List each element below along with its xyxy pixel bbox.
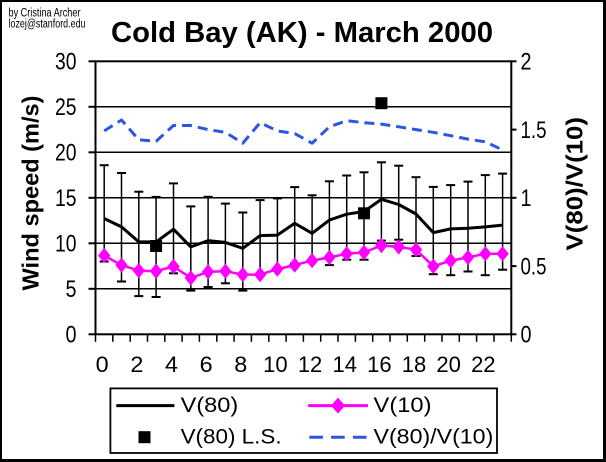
svg-text:V(10): V(10)	[374, 394, 432, 417]
svg-text:6: 6	[200, 352, 213, 377]
svg-text:1: 1	[521, 185, 532, 212]
svg-text:Cold Bay (AK) - March 2000: Cold Bay (AK) - March 2000	[111, 17, 493, 49]
svg-text:20: 20	[55, 140, 77, 167]
svg-text:4: 4	[165, 352, 178, 377]
svg-text:18: 18	[402, 352, 427, 377]
svg-text:25: 25	[55, 94, 77, 121]
svg-text:8: 8	[234, 352, 247, 377]
svg-text:5: 5	[66, 276, 77, 303]
svg-text:V(80) L.S.: V(80) L.S.	[181, 425, 282, 448]
svg-text:12: 12	[298, 352, 323, 377]
svg-text:10: 10	[55, 231, 77, 258]
svg-text:20: 20	[436, 352, 461, 377]
svg-text:1.5: 1.5	[521, 117, 547, 144]
svg-text:2: 2	[130, 352, 143, 377]
svg-text:15: 15	[55, 185, 77, 212]
svg-text:V(80)/V(10): V(80)/V(10)	[561, 117, 587, 251]
svg-text:V(80)/V(10): V(80)/V(10)	[374, 425, 494, 448]
svg-text:14: 14	[332, 352, 357, 377]
svg-text:0: 0	[96, 352, 109, 377]
svg-text:V(80): V(80)	[181, 394, 239, 417]
svg-text:lozej@stanford.edu: lozej@stanford.edu	[9, 19, 86, 31]
svg-text:Wind speed (m/s): Wind speed (m/s)	[18, 95, 44, 290]
svg-text:0.5: 0.5	[521, 253, 547, 280]
svg-text:2: 2	[521, 49, 532, 76]
svg-text:0: 0	[521, 322, 532, 349]
svg-text:10: 10	[263, 352, 288, 377]
svg-text:0: 0	[66, 322, 77, 349]
svg-text:by Cristina Archer: by Cristina Archer	[9, 7, 81, 19]
svg-text:16: 16	[367, 352, 392, 377]
svg-text:30: 30	[55, 49, 77, 76]
svg-text:22: 22	[471, 352, 496, 377]
